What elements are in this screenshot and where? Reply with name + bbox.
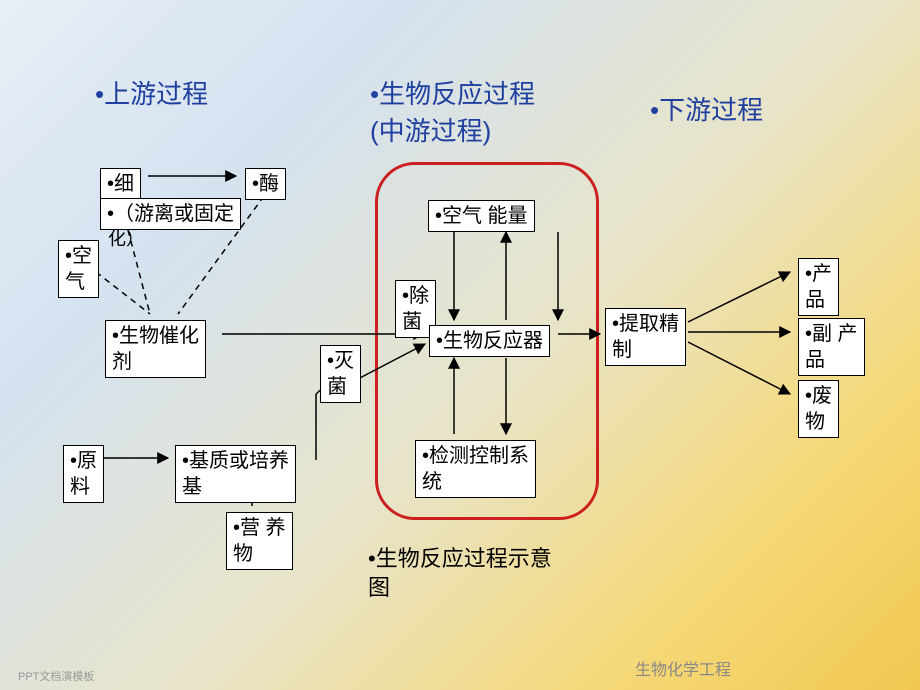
footer-left: PPT文档演模板	[18, 668, 94, 684]
node-raw: •原 料	[63, 445, 104, 503]
node-control: •检测控制系 统	[415, 440, 536, 498]
heading-midstream: •生物反应过程 (中游过程)	[370, 74, 535, 148]
node-enzyme: •酶	[245, 168, 286, 200]
node-biocatalyst: •生物催化 剂	[105, 320, 206, 378]
diagram-caption: •生物反应过程示意 图	[368, 545, 552, 602]
node-air-energy: •空气 能量	[428, 200, 535, 232]
node-waste: •废 物	[798, 380, 839, 438]
footer-right: 生物化学工程	[635, 656, 731, 680]
node-cell: •细	[100, 168, 141, 200]
node-hua: 化）	[108, 228, 144, 251]
node-nutrient: •营 养 物	[226, 512, 293, 570]
node-substrate: •基质或培养 基	[175, 445, 296, 503]
node-bioreactor: •生物反应器	[429, 325, 550, 357]
heading-upstream: •上游过程	[95, 74, 208, 111]
node-free-fixed: •（游离或固定	[100, 198, 241, 230]
node-sterilize: •灭 菌	[320, 345, 361, 403]
node-byproduct: •副 产 品	[798, 318, 865, 376]
node-air-left: •空 气	[58, 240, 99, 298]
node-extract: •提取精 制	[605, 308, 686, 366]
node-product: •产 品	[798, 258, 839, 316]
heading-downstream: •下游过程	[650, 90, 763, 127]
